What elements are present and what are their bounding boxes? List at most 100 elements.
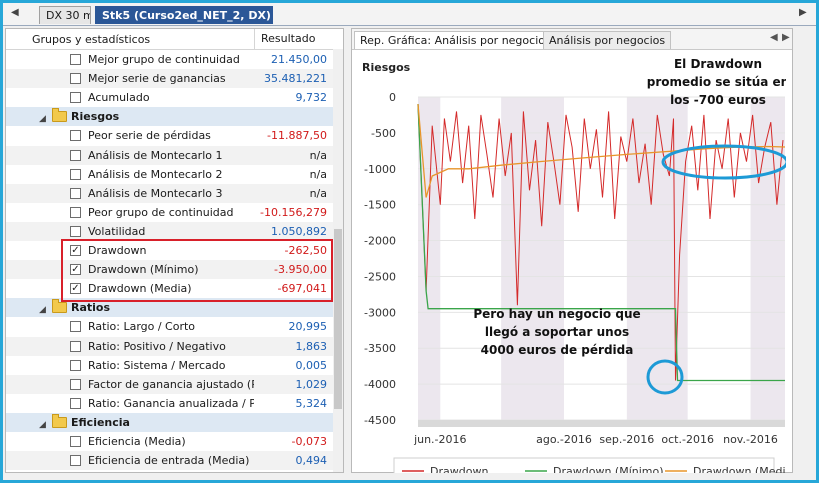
row-checkbox[interactable] (70, 187, 81, 199)
statistic-row[interactable]: Mejor serie de ganancias 35.481,221 (6, 69, 333, 89)
row-checkbox[interactable] (70, 54, 81, 65)
statistic-value: 0,494 (295, 454, 328, 468)
row-checkbox[interactable] (70, 455, 81, 467)
tab-analisis-negocios[interactable]: Análisis por negocios (543, 31, 672, 49)
chart-tab-right-icon[interactable]: ▶ (782, 32, 790, 43)
statistic-row[interactable]: Peor grupo de continuidad -10.156,279 (6, 203, 333, 222)
row-checkbox[interactable] (70, 436, 81, 447)
statistic-label: Volatilidad (88, 224, 146, 238)
annotation-text: El Drawdown (674, 57, 762, 71)
statistic-value: -3.950,00 (274, 263, 327, 277)
row-checkbox[interactable] (70, 397, 81, 409)
document-tabstrip: DX 30 m Stk5 (Curso2ed_NET_2, DX) ◀ ▶ (3, 3, 816, 26)
tab-stk5[interactable]: Stk5 (Curso2ed_NET_2, DX) (95, 6, 273, 24)
y-tick-label: -1000 (364, 163, 396, 176)
scrollbar-thumb[interactable] (334, 229, 342, 409)
column-header-groups[interactable]: Grupos y estadísticos (32, 33, 151, 46)
statistic-row[interactable]: Análisis de Montecarlo 3 n/a (6, 183, 333, 203)
statistic-value: n/a (309, 186, 327, 200)
collapse-arrow-icon[interactable]: ◢ (39, 114, 46, 125)
y-tick-label: -4500 (364, 414, 396, 427)
statistic-row[interactable]: Eficiencia de entrada (Media) 0,494 (6, 451, 333, 471)
x-tick-label: ago.-2016 (536, 433, 592, 446)
statistic-label: Ratio: Positivo / Negativo (88, 339, 226, 353)
statistic-value: -0,073 (291, 435, 327, 448)
folder-icon (52, 108, 67, 123)
statistic-value: 35.481,221 (264, 72, 327, 86)
statistic-row[interactable]: ✓ Drawdown (Mínimo) -3.950,00 (6, 260, 333, 280)
statistic-row[interactable]: Ratio: Ganancia anualizada / Pe 5,324 (6, 394, 333, 413)
chart-tab-left-icon[interactable]: ◀ (770, 32, 778, 43)
drawdown-chart: 0 -500 -1000 -1500 -2000 -2500 -3000 -3500 -4000… (362, 57, 786, 473)
row-checkbox[interactable] (70, 206, 81, 218)
folder-icon (52, 299, 67, 314)
statistic-row[interactable]: Acumulado 9,732 (6, 88, 333, 107)
group-riesgos[interactable]: ◢ Riesgos (6, 107, 333, 127)
annotation-text: Pero hay un negocio que (473, 307, 640, 321)
statistic-value: 1,863 (295, 339, 328, 353)
row-checkbox[interactable] (70, 359, 81, 371)
tab-dx-30m[interactable]: DX 30 m (39, 6, 91, 24)
statistic-row[interactable]: Eficiencia (Media) -0,073 (6, 432, 333, 451)
tab-scroll-right-icon[interactable]: ▶ (799, 7, 807, 18)
tab-grafica-negocios[interactable]: Rep. Gráfica: Análisis por negocios (354, 31, 557, 49)
row-checkbox[interactable] (70, 225, 81, 237)
tab-label: Stk5 (Curso2ed_NET_2, DX) (102, 9, 271, 22)
row-checkbox[interactable] (70, 92, 81, 104)
y-tick-label: -4000 (364, 378, 396, 391)
chart-tabstrip: Rep. Gráfica: Análisis por negocios Anál… (352, 29, 792, 50)
row-checkbox[interactable] (70, 340, 81, 352)
group-ratios[interactable]: ◢ Ratios (6, 298, 333, 318)
group-eficiencia[interactable]: ◢ Eficiencia (6, 412, 333, 432)
legend-label: Drawdown (Media) (693, 465, 786, 473)
statistic-value: 1,029 (295, 377, 328, 391)
row-checkbox[interactable] (70, 130, 81, 142)
statistic-row[interactable]: Ratio: Sistema / Mercado 0,005 (6, 356, 333, 375)
collapse-arrow-icon[interactable]: ◢ (39, 419, 46, 430)
row-checkbox[interactable] (70, 321, 81, 333)
statistic-label: Eficiencia (Media) (88, 435, 186, 448)
statistic-row[interactable]: Análisis de Montecarlo 1 n/a (6, 145, 333, 165)
row-checkbox[interactable] (70, 73, 81, 85)
x-scrollbar (418, 420, 785, 427)
statistic-value: 0,005 (295, 358, 328, 372)
statistic-row[interactable]: Análisis de Montecarlo 2 n/a (6, 165, 333, 184)
statistic-row[interactable]: Ratio: Positivo / Negativo 1,863 (6, 336, 333, 356)
statistic-row[interactable]: Mejor grupo de continuidad 21.450,00 (6, 50, 333, 69)
statistic-row[interactable]: Volatilidad 1.050,892 (6, 221, 333, 241)
collapse-arrow-icon[interactable]: ◢ (39, 305, 46, 316)
x-tick-label: nov.-2016 (723, 433, 778, 446)
statistic-value: -697,041 (277, 282, 327, 296)
x-tick-label: jun.-2016 (413, 433, 466, 446)
legend-label: Drawdown (430, 465, 488, 473)
row-checkbox[interactable]: ✓ (70, 264, 81, 276)
statistic-value: -262,50 (284, 244, 327, 257)
statistic-row[interactable]: Peor serie de pérdidas -11.887,50 (6, 126, 333, 145)
statistic-row[interactable]: ✓ Drawdown (Media) -697,041 (6, 279, 333, 298)
statistic-label: Drawdown (88, 244, 147, 257)
statistic-label: Peor grupo de continuidad (88, 205, 234, 219)
statistic-row[interactable]: Factor de ganancia ajustado (Pl 1,029 (6, 374, 333, 394)
column-header-result[interactable]: Resultado (254, 29, 315, 49)
tab-label: Análisis por negocios (549, 34, 666, 47)
tab-scroll-left-icon[interactable]: ◀ (11, 7, 19, 18)
statistic-value: n/a (309, 167, 327, 181)
statistic-label: Mejor grupo de continuidad (88, 53, 240, 66)
x-tick-label: oct.-2016 (661, 433, 714, 446)
statistics-panel: Grupos y estadísticos Resultado Mejor gr… (5, 28, 344, 473)
statistic-row[interactable]: Ratio: Largo / Corto 20,995 (6, 317, 333, 336)
row-checkbox[interactable]: ✓ (70, 283, 81, 295)
statistics-scrollbar[interactable] (333, 49, 343, 472)
month-shade-band (418, 97, 441, 420)
row-checkbox[interactable] (70, 149, 81, 161)
y-tick-label: 0 (389, 91, 396, 104)
month-shade-band (626, 97, 688, 420)
row-checkbox[interactable]: ✓ (70, 245, 81, 256)
statistic-value: -10.156,279 (260, 205, 327, 219)
statistic-label: Acumulado (88, 91, 150, 105)
row-checkbox[interactable] (70, 378, 81, 390)
statistic-row[interactable]: ✓ Drawdown -262,50 (6, 241, 333, 260)
row-checkbox[interactable] (70, 168, 81, 180)
annotation-ellipse-top (661, 144, 786, 180)
